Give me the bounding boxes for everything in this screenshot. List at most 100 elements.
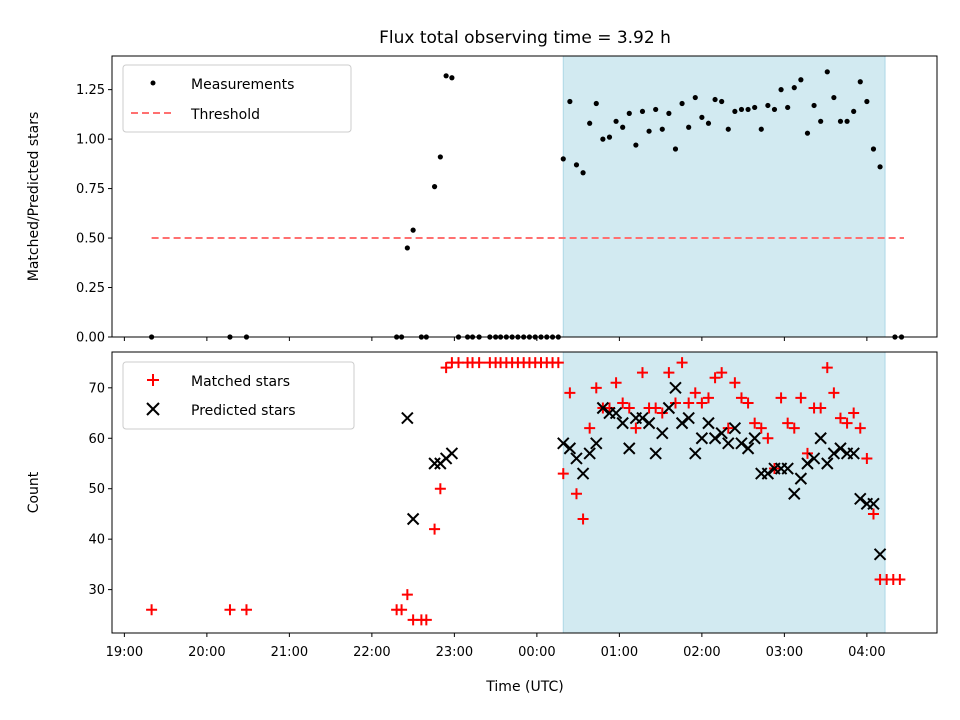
count-panel: 30 40 50 60 70 19:00 20:00 21:00 22:00 23:00 00:0… bbox=[26, 351, 938, 695]
legend-predicted-label: Predicted stars bbox=[191, 403, 296, 419]
measurement-point bbox=[679, 100, 685, 107]
measurement-point bbox=[738, 106, 745, 113]
matched-star-point bbox=[729, 377, 741, 389]
predicted-star-point bbox=[682, 411, 695, 425]
legend-matched-label: Matched stars bbox=[191, 374, 290, 390]
count-observing-span bbox=[562, 351, 886, 634]
predicted-star-point bbox=[814, 432, 827, 445]
predicted-star-point bbox=[821, 457, 834, 470]
measurement-point bbox=[567, 98, 573, 105]
measurement-point bbox=[573, 162, 580, 168]
ratio-y-tick-label: 0.00 bbox=[76, 331, 105, 346]
count-y-tick-label: 40 bbox=[88, 533, 105, 548]
measurement-point bbox=[785, 104, 791, 111]
matched-star-point bbox=[735, 392, 747, 404]
matched-star-point bbox=[440, 362, 452, 374]
measurement-point bbox=[732, 108, 738, 115]
predicted-star-point bbox=[563, 442, 577, 455]
count-y-ticks: 30 40 50 60 70 bbox=[88, 381, 112, 598]
predicted-star-point bbox=[649, 447, 662, 460]
predicted-star-point bbox=[656, 427, 669, 440]
x-tick-label: 22:00 bbox=[353, 645, 390, 660]
measurement-point bbox=[686, 124, 692, 130]
matched-star-point bbox=[590, 382, 602, 394]
measurement-point bbox=[725, 126, 731, 132]
measurement-point bbox=[626, 110, 632, 116]
measurement-point bbox=[798, 77, 804, 83]
matched-star-point bbox=[828, 387, 840, 399]
predicted-star-point bbox=[873, 548, 887, 561]
count-legend: Matched stars Predicted stars bbox=[122, 361, 355, 430]
predicted-star-point bbox=[847, 447, 860, 460]
x-tick-label: 21:00 bbox=[271, 645, 308, 660]
matched-star-point bbox=[401, 589, 413, 601]
ratio-y-tick-label: 1.00 bbox=[76, 133, 105, 148]
measurement-point bbox=[580, 170, 586, 176]
matched-star-point bbox=[749, 417, 761, 429]
predicted-star-point bbox=[702, 416, 715, 430]
predicted-star-point bbox=[708, 432, 722, 445]
predicted-star-point bbox=[741, 442, 755, 455]
measurement-point bbox=[593, 100, 599, 107]
measurement-point bbox=[666, 110, 672, 116]
matched-star-point bbox=[663, 367, 675, 379]
matched-star-point bbox=[683, 397, 695, 409]
measurement-point bbox=[646, 128, 652, 134]
ratio-y-tick-label: 0.25 bbox=[76, 281, 105, 296]
predicted-star-point bbox=[583, 447, 596, 460]
predicted-star-point bbox=[570, 452, 583, 465]
matched-star-point bbox=[557, 468, 569, 480]
matched-star-point bbox=[709, 372, 721, 384]
measurement-point bbox=[791, 85, 797, 91]
matched-star-point bbox=[552, 357, 564, 369]
ratio-y-tick-label: 0.75 bbox=[76, 182, 105, 197]
measurement-point bbox=[857, 79, 863, 85]
predicted-star-point bbox=[834, 442, 847, 455]
matched-star-point bbox=[696, 397, 708, 409]
measurement-point bbox=[824, 69, 830, 75]
measurement-point bbox=[771, 106, 778, 113]
predicted-star-point bbox=[428, 457, 441, 470]
matched-star-point bbox=[396, 604, 408, 616]
predicted-star-point bbox=[781, 462, 794, 475]
predicted-star-point bbox=[445, 447, 459, 460]
chart-title: Flux total observing time = 3.92 h bbox=[379, 28, 671, 48]
measurement-point bbox=[844, 118, 850, 124]
matched-star-point bbox=[656, 407, 668, 419]
measurement-point bbox=[587, 120, 593, 126]
measurement-point bbox=[437, 154, 443, 160]
predicted-star-point bbox=[794, 472, 808, 485]
measurement-point bbox=[877, 164, 883, 170]
predicted-star-point bbox=[596, 401, 610, 415]
measurement-point bbox=[653, 106, 659, 113]
measurement-point bbox=[692, 94, 698, 101]
legend-threshold-label: Threshold bbox=[190, 107, 260, 123]
matched-star-point bbox=[570, 488, 582, 500]
matched-star-point bbox=[716, 367, 728, 379]
predicted-star-point bbox=[642, 416, 656, 430]
matched-star-point bbox=[676, 357, 688, 369]
count-axes-frame bbox=[111, 351, 938, 634]
predicted-star-point bbox=[748, 432, 761, 445]
matched-star-point bbox=[702, 392, 714, 404]
measurement-point bbox=[431, 184, 438, 190]
matched-star-point bbox=[584, 422, 596, 434]
ratio-axes-frame bbox=[111, 55, 938, 338]
x-tick-label: 04:00 bbox=[848, 645, 885, 660]
matched-star-point bbox=[788, 422, 800, 434]
ratio-observing-span bbox=[562, 55, 886, 338]
predicted-star-point bbox=[695, 432, 709, 445]
measurement-point bbox=[705, 120, 712, 126]
matched-star-point bbox=[636, 367, 648, 379]
x-tick-label: 23:00 bbox=[436, 645, 473, 660]
count-y-axis-label: Count bbox=[26, 471, 42, 513]
matched-star-point bbox=[224, 604, 236, 616]
matched-star-point bbox=[669, 397, 681, 409]
measurement-point bbox=[804, 130, 811, 136]
measurement-point bbox=[410, 227, 416, 233]
count-y-tick-label: 60 bbox=[88, 432, 105, 447]
measurement-point bbox=[778, 87, 784, 93]
x-tick-label: 19:00 bbox=[106, 645, 143, 660]
matched-star-point bbox=[610, 377, 622, 389]
measurement-point bbox=[449, 75, 455, 81]
